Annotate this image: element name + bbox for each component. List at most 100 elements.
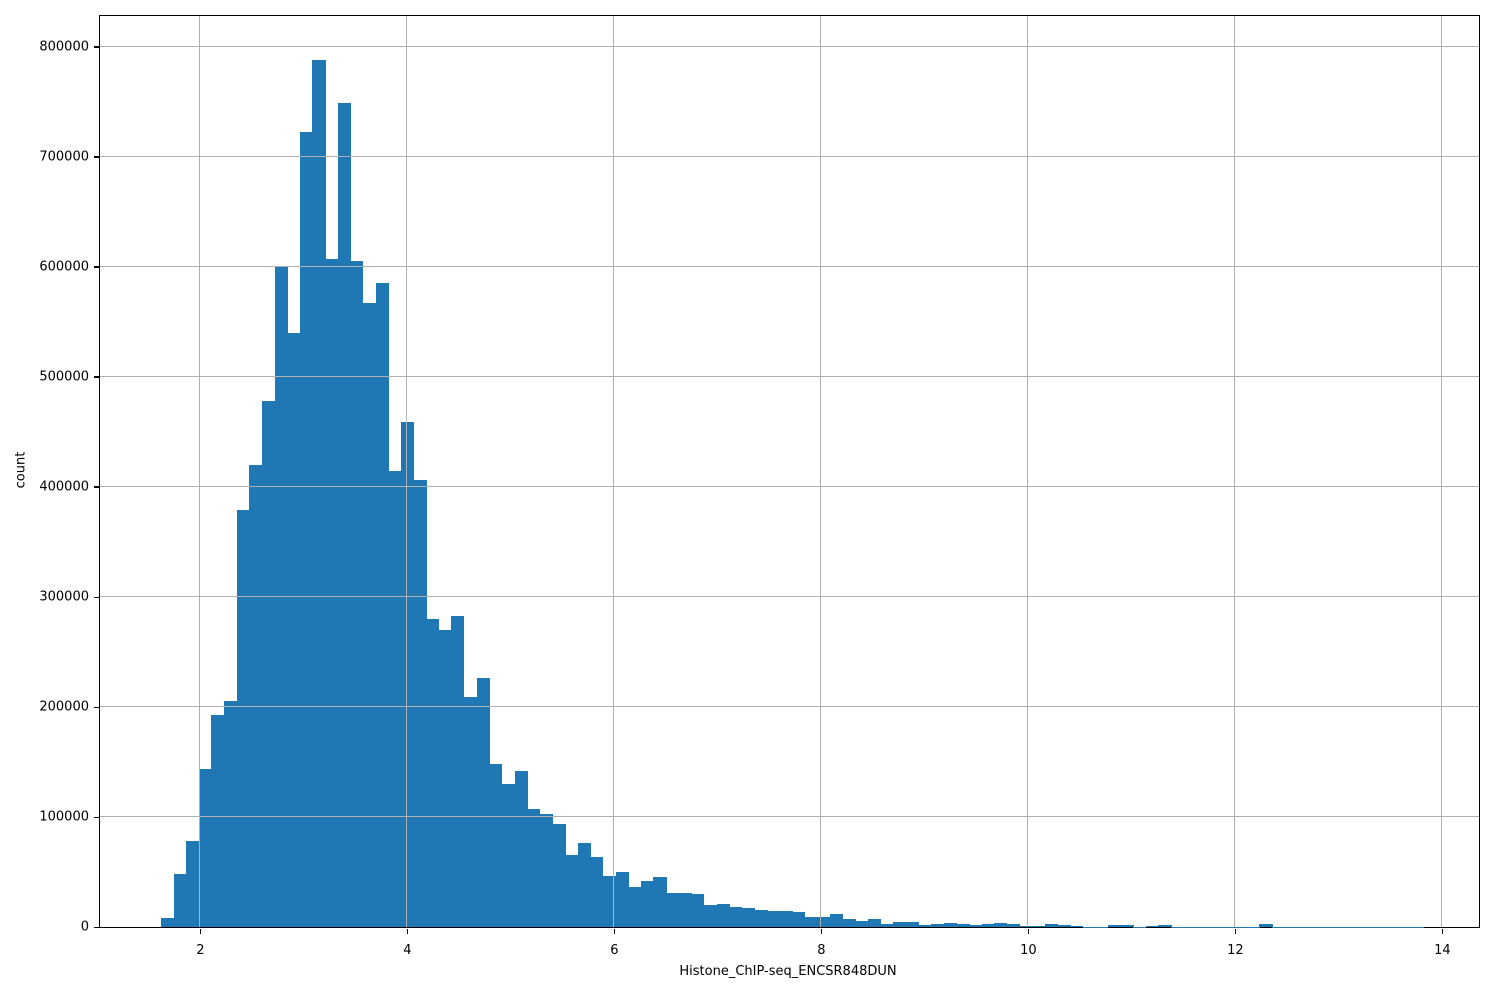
histogram-bar (918, 925, 932, 927)
histogram-bar (438, 629, 452, 927)
histogram-bar (552, 823, 566, 927)
x-tick-label: 2 (196, 943, 205, 958)
y-tick-label: 600000 (39, 259, 89, 275)
histogram-bar (615, 871, 629, 927)
histogram-bar (943, 923, 957, 927)
histogram-bar (640, 880, 654, 927)
histogram-bar (893, 921, 907, 927)
y-tick-mark (94, 926, 99, 929)
y-gridline (100, 45, 1479, 47)
histogram-bar (350, 261, 364, 927)
y-tick-mark (94, 266, 99, 268)
histogram-bar (969, 925, 983, 927)
histogram-bar (956, 924, 970, 927)
histogram-bar (325, 258, 339, 927)
y-tick-label: 500000 (39, 369, 89, 385)
histogram-bar (817, 917, 831, 927)
histogram-bar (779, 911, 793, 927)
histogram-bar (1070, 926, 1084, 927)
x-gridline (199, 16, 201, 927)
histogram-bar (527, 809, 541, 927)
x-tick-label: 8 (817, 943, 826, 958)
y-axis-label: count (13, 451, 29, 489)
histogram-bar (792, 912, 806, 927)
y-gridline (100, 376, 1479, 378)
histogram-bar (767, 910, 781, 927)
histogram-bar (501, 783, 515, 927)
histogram-bar (249, 464, 263, 927)
y-tick-label: 100000 (39, 809, 89, 825)
y-tick-mark (94, 46, 99, 48)
histogram-bar (678, 892, 692, 927)
histogram-bar (312, 59, 326, 927)
histogram-bar (1006, 923, 1021, 927)
x-tick-mark (1441, 928, 1443, 934)
histogram-bar (375, 283, 389, 927)
histogram-bar (830, 913, 844, 927)
x-tick-mark (613, 928, 615, 934)
histogram-bar (590, 856, 604, 927)
x-tick-mark (1027, 928, 1029, 934)
y-gridline (100, 706, 1479, 708)
y-tick-label: 700000 (39, 149, 89, 165)
histogram-bar (224, 701, 238, 927)
y-gridline (100, 816, 1479, 818)
y-gridline (100, 266, 1479, 268)
y-tick-label: 200000 (39, 699, 89, 715)
y-gridline (100, 596, 1479, 598)
x-tick-mark (820, 928, 822, 934)
histogram-bar (729, 906, 743, 927)
histogram-bar (1019, 925, 1033, 927)
y-tick-mark (94, 376, 99, 378)
histogram-bar (1044, 923, 1058, 927)
y-tick-label: 800000 (39, 39, 89, 55)
histogram-bar (741, 908, 755, 927)
x-gridline (1027, 16, 1029, 927)
histogram-bar (426, 618, 440, 927)
histogram-bar (337, 102, 351, 927)
histogram-bar (842, 919, 856, 927)
y-tick-label: 400000 (39, 479, 89, 495)
histogram-bar (653, 877, 667, 927)
x-gridline (1441, 16, 1443, 927)
histogram-bar (880, 924, 894, 927)
histogram-bar (602, 876, 617, 927)
histogram-bar (691, 893, 705, 927)
y-tick-mark (94, 156, 99, 158)
histogram-bar (716, 903, 730, 927)
plot-area (99, 15, 1480, 928)
histogram-bar (868, 918, 882, 927)
x-tick-label: 14 (1434, 943, 1451, 958)
x-gridline (820, 16, 822, 927)
histogram-bar (173, 874, 187, 927)
x-tick-label: 10 (1020, 943, 1037, 958)
histogram-bar (489, 764, 503, 927)
histogram-bar (236, 509, 250, 927)
histogram-bar (388, 471, 402, 927)
histogram-bar (362, 302, 377, 927)
x-axis-label: Histone_ChIP-seq_ENCSR848DUN (679, 964, 897, 979)
y-tick-mark (94, 706, 99, 708)
histogram-bar (1107, 925, 1122, 927)
histogram-bar (577, 843, 591, 927)
x-tick-label: 12 (1227, 943, 1244, 958)
x-tick-mark (199, 928, 202, 934)
histogram-bar (186, 841, 200, 927)
histogram-bar (981, 924, 995, 927)
histogram-bar (1032, 925, 1046, 927)
x-gridline (613, 16, 615, 927)
histogram-bar (274, 265, 288, 927)
histogram-bar (754, 910, 768, 927)
histogram-bar (476, 678, 490, 927)
y-tick-mark (94, 596, 99, 598)
histogram-bar (514, 770, 528, 927)
histogram-bar (804, 916, 819, 927)
histogram-bar (1057, 924, 1071, 927)
x-tick-mark (406, 928, 409, 934)
histogram-bar (628, 887, 642, 927)
histogram-bar (1158, 924, 1172, 927)
histogram-bar (464, 696, 478, 927)
x-gridline (406, 16, 408, 927)
y-tick-mark (94, 486, 99, 488)
